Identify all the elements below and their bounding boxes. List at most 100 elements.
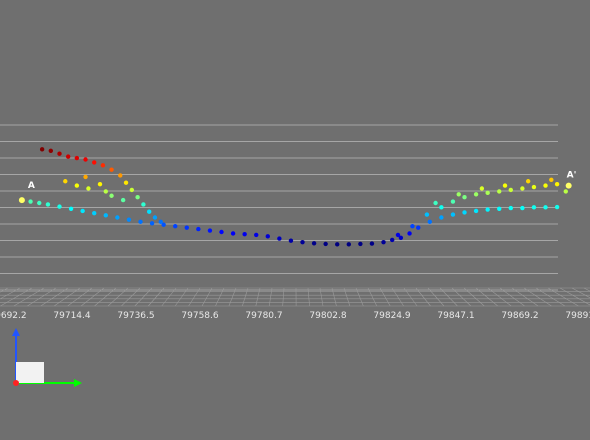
data-point (103, 189, 108, 194)
triad-y-arrowhead (12, 328, 20, 336)
start-label: A (28, 181, 35, 191)
data-point (103, 213, 108, 218)
triad-x-arrowhead (74, 379, 82, 387)
data-point (462, 195, 467, 200)
data-point (109, 193, 114, 198)
start-marker (18, 197, 25, 204)
axes-triad (12, 328, 82, 387)
data-point (485, 190, 490, 196)
data-point (525, 179, 531, 184)
data-point (358, 241, 363, 247)
data-point (83, 174, 88, 180)
data-point (80, 208, 85, 214)
floor-grid-line (148, 287, 165, 307)
floor-grid-line (511, 287, 539, 307)
data-point (543, 205, 548, 210)
data-point (398, 235, 404, 240)
data-point (37, 200, 42, 206)
data-point (554, 181, 560, 187)
floor-grid-line (0, 287, 9, 293)
data-point (207, 228, 213, 233)
data-point (381, 239, 386, 245)
data-point (479, 186, 485, 191)
data-point (323, 241, 328, 247)
x-tick-label: 79847.1 (437, 311, 474, 321)
floor-grid-line (228, 287, 237, 307)
floor-grid-line (188, 287, 201, 307)
floor-grid-line (107, 287, 129, 307)
data-point (161, 222, 166, 227)
floor-grid-line (0, 287, 21, 300)
end-label: A' (567, 171, 577, 181)
data-point (563, 189, 568, 194)
floor-grid-line (547, 287, 579, 307)
data-point (63, 179, 68, 184)
data-point (502, 183, 508, 188)
data-point (369, 241, 375, 246)
data-point (152, 215, 158, 220)
floor-grid-line (535, 287, 566, 307)
floor-grid-line (499, 287, 525, 307)
end-marker (565, 182, 572, 189)
data-point (531, 184, 537, 190)
floor-grid-line (487, 287, 512, 307)
floor-grid-line (40, 287, 69, 307)
data-point (115, 215, 120, 220)
floor-grid-line (463, 287, 485, 307)
data-point (311, 241, 317, 246)
data-point (100, 163, 106, 168)
data-point (118, 173, 123, 178)
x-tick-label: 79802.8 (309, 311, 346, 321)
data-point (520, 186, 525, 191)
data-point (427, 219, 433, 225)
data-point (531, 205, 537, 210)
x-tick-label: 79714.4 (53, 311, 90, 321)
data-point (407, 231, 412, 236)
data-point (450, 212, 456, 217)
floor-grid (0, 287, 590, 307)
triad-plane (16, 362, 44, 383)
floor-grid-line (13, 287, 45, 307)
floor-grid-line (319, 287, 324, 307)
point-cloud (19, 147, 571, 247)
data-point (146, 209, 152, 214)
data-point (277, 236, 282, 241)
floor-grid-line (559, 287, 590, 306)
data-point (28, 199, 33, 204)
data-point (120, 197, 126, 203)
data-point (473, 192, 479, 197)
floor-grid-line (379, 287, 391, 307)
data-point (65, 154, 71, 159)
data-point (554, 204, 560, 210)
data-point (300, 239, 305, 245)
data-point (158, 219, 163, 225)
x-tick-label: 79780.7 (245, 311, 282, 321)
data-point (57, 204, 62, 209)
data-point (48, 148, 54, 153)
floor-grid-line (215, 287, 225, 307)
floor-grid-line (27, 287, 57, 307)
data-point (424, 212, 430, 217)
floor-grid-line (0, 287, 33, 307)
data-point (109, 167, 114, 172)
floor-grid-line (415, 287, 431, 307)
x-tick-label: 79869.2 (501, 311, 538, 321)
data-point (219, 229, 224, 235)
floor-grid-line (343, 287, 351, 307)
data-point (149, 221, 155, 226)
data-point (242, 231, 247, 237)
floor-grid-line (355, 287, 364, 307)
floor-grid-line (174, 287, 189, 307)
data-point (138, 219, 143, 225)
x-tick-label: 79758.6 (181, 311, 218, 321)
data-point (433, 200, 438, 206)
floor-grid-line (439, 287, 458, 307)
data-point (450, 199, 456, 204)
data-point (97, 181, 103, 187)
profile-endpoints: A A' (18, 171, 577, 204)
x-tick-label: 79736.5 (117, 311, 154, 321)
data-point (395, 232, 401, 238)
floor-grid-line (571, 287, 590, 299)
